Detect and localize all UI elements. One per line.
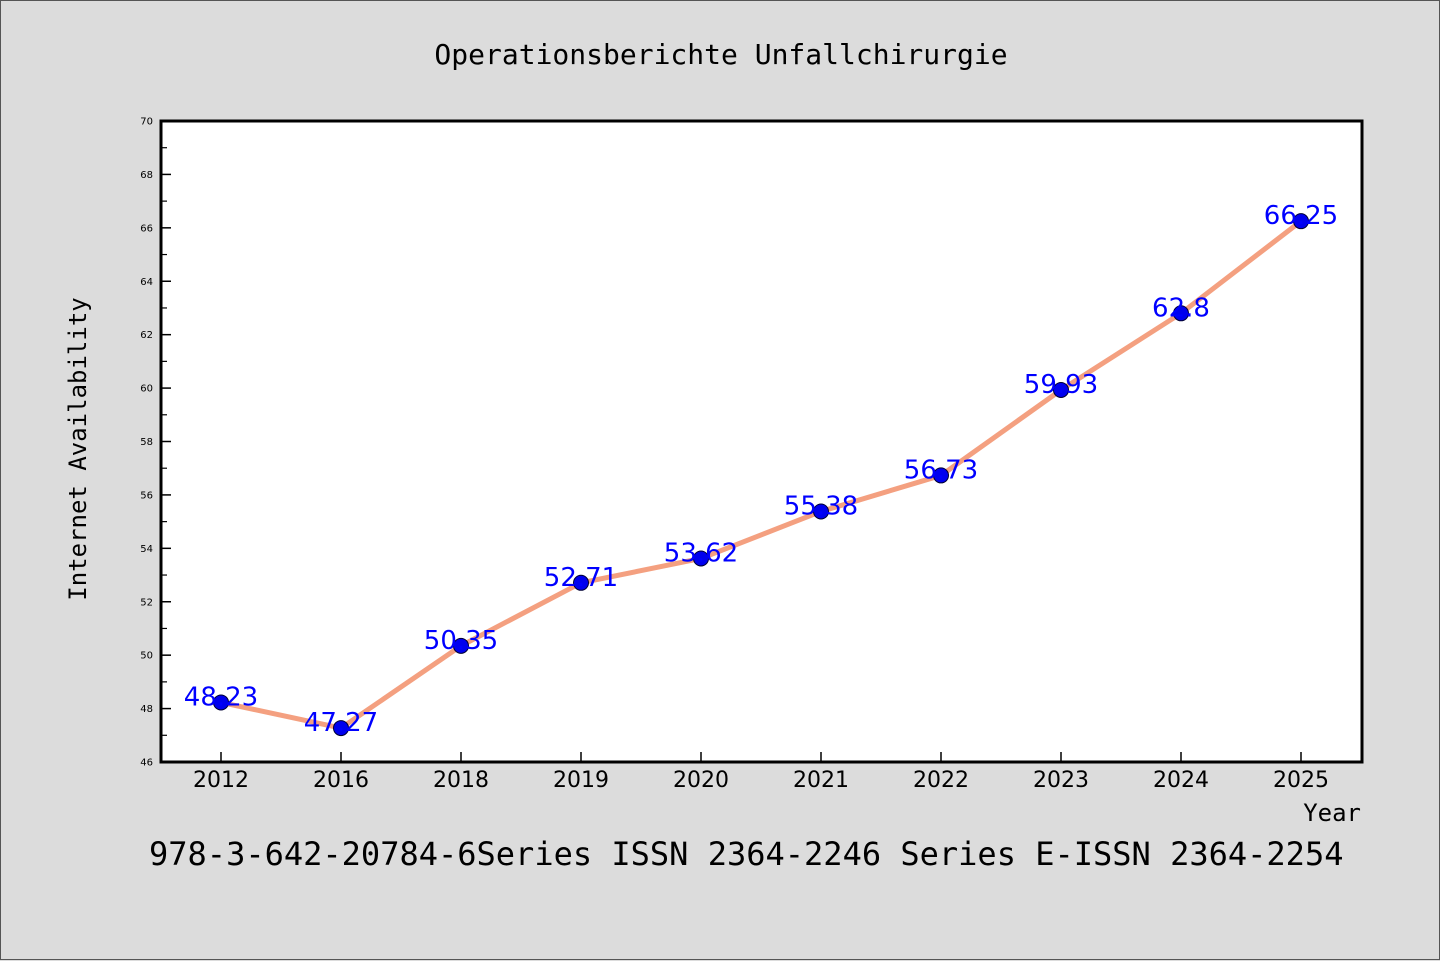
data-label: 66.25 (1264, 201, 1338, 231)
y-tick-label: 48 (140, 704, 153, 715)
y-tick-label: 60 (140, 384, 153, 395)
y-axis-label: Internet Availability (64, 297, 92, 600)
y-tick-label: 68 (140, 170, 153, 181)
y-tick-label: 58 (140, 437, 153, 448)
data-point (1173, 305, 1189, 322)
x-tick-label: 2020 (673, 768, 729, 793)
data-label: 62.8 (1152, 293, 1210, 323)
data-point (813, 503, 829, 520)
data-label: 47.27 (304, 708, 378, 738)
series-line (218, 218, 1304, 731)
data-label: 53.62 (664, 538, 738, 568)
y-tick-label: 64 (140, 277, 153, 288)
data-label: 55.38 (784, 491, 858, 521)
x-tick-label: 2023 (1033, 768, 1089, 793)
data-point (693, 550, 709, 567)
footer-text: 978-3-642-20784-6Series ISSN 2364-2246 S… (149, 835, 1343, 873)
x-tick-label: 2022 (913, 768, 969, 793)
data-point (453, 637, 469, 654)
data-label: 59.93 (1024, 370, 1098, 400)
x-axis: 2012 2016 2018 2019 2020 2021 2022 2023 2024 2025 (193, 752, 1329, 793)
x-tick-label: 2012 (193, 768, 249, 793)
y-tick-label: 66 (140, 223, 153, 234)
x-tick-label: 2018 (433, 768, 489, 793)
data-markers (213, 213, 1309, 737)
data-label: 56.73 (904, 455, 978, 485)
data-point (213, 694, 229, 711)
data-point (1053, 381, 1069, 398)
x-axis-label: Year (1303, 799, 1361, 827)
data-labels: 48.23 47.27 50.35 52.71 53.62 55.38 56.73 59.93… (184, 201, 1338, 738)
y-axis: 46 48 50 52 54 56 58 60 62 64 66 68 70 (140, 117, 171, 769)
y-tick-label: 62 (140, 330, 153, 341)
plot-area (159, 119, 1364, 764)
y-tick-label: 46 (140, 758, 153, 769)
data-point (1293, 213, 1309, 230)
data-label: 52.71 (544, 563, 618, 593)
y-tick-label: 70 (140, 117, 153, 128)
data-point (573, 574, 589, 591)
x-tick-label: 2024 (1153, 768, 1209, 793)
y-tick-label: 50 (140, 651, 153, 662)
x-tick-label: 2021 (793, 768, 849, 793)
data-point (933, 467, 949, 484)
y-tick-label: 54 (140, 544, 153, 555)
data-label: 48.23 (184, 682, 258, 712)
data-label: 50.35 (424, 626, 498, 656)
y-tick-label: 56 (140, 490, 153, 501)
x-tick-label: 2016 (313, 768, 369, 793)
x-tick-label: 2019 (553, 768, 609, 793)
data-point (333, 720, 349, 737)
chart-title: Operationsberichte Unfallchirurgie (434, 38, 1007, 71)
x-tick-label: 2025 (1273, 768, 1329, 793)
y-tick-label: 52 (140, 597, 153, 608)
